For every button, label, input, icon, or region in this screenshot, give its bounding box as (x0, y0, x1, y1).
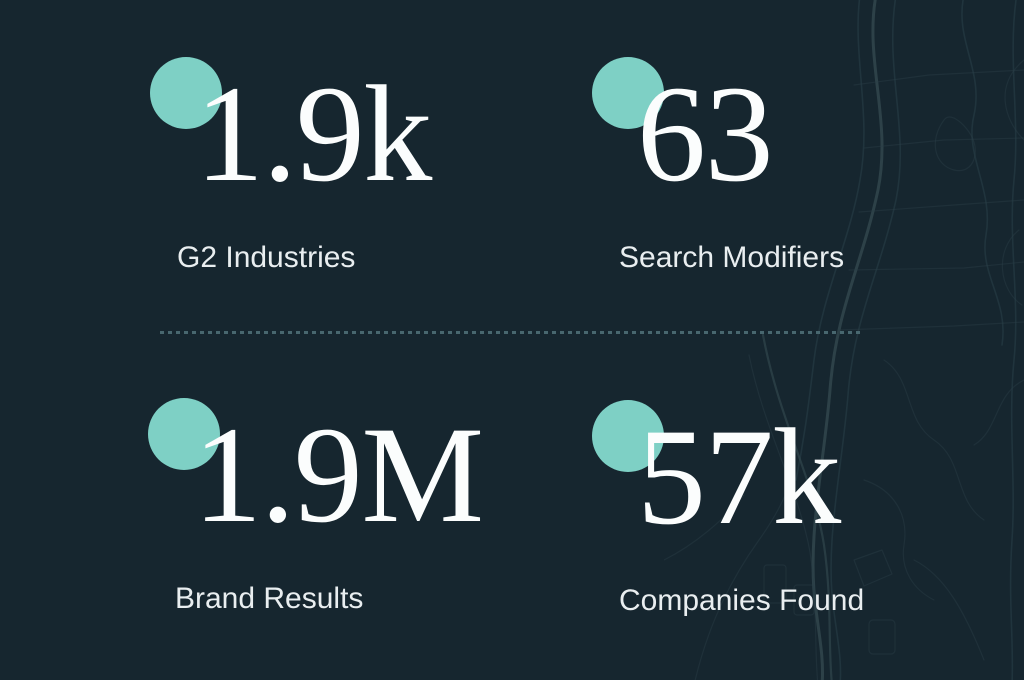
stat-label: Brand Results (175, 582, 364, 615)
city-map-background-graphic (664, 0, 1024, 680)
stat-card-brand-results: 1.9M Brand Results (148, 398, 578, 617)
stat-label: Companies Found (619, 584, 865, 617)
stat-value: 57k (637, 400, 841, 553)
stat-value: 63 (637, 57, 774, 210)
dashed-divider (160, 331, 862, 334)
stat-value: 1.9k (195, 57, 432, 210)
accent-circle (592, 57, 664, 129)
accent-circle (150, 57, 222, 129)
stat-label: G2 Industries (177, 241, 356, 274)
stat-label: Search Modifiers (619, 241, 845, 274)
accent-circle (148, 398, 220, 470)
stat-card-companies-found: 57k Companies Found (592, 400, 1022, 619)
stat-card-g2-industries: 1.9k G2 Industries (150, 57, 580, 276)
stat-value: 1.9M (193, 398, 484, 551)
accent-circle (592, 400, 664, 472)
stat-card-search-modifiers: 63 Search Modifiers (592, 57, 1022, 276)
